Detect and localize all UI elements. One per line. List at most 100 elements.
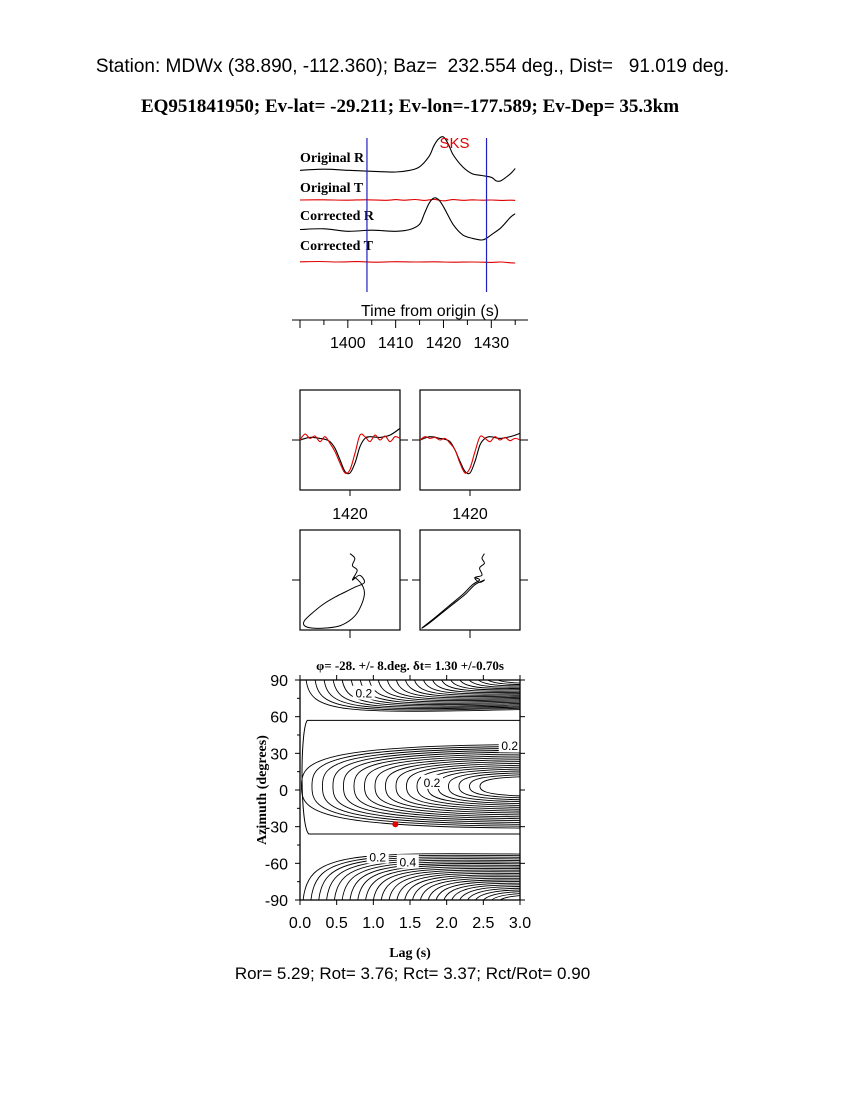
- contour-bottom: [412, 876, 520, 900]
- contour-label: 0.4: [399, 855, 416, 869]
- phase-label: SKS: [439, 135, 469, 152]
- contour-bottom: [373, 867, 520, 900]
- contour-top: [377, 680, 520, 702]
- y-tick-label: -90: [265, 893, 288, 910]
- y-tick-label: -60: [265, 856, 288, 873]
- contour-bottom: [467, 887, 520, 900]
- contour-label-bg: [352, 685, 375, 700]
- contour-top: [332, 680, 520, 708]
- contour-label: 0.2: [369, 850, 386, 864]
- contour-bottom: [451, 884, 520, 900]
- contour-top: [450, 680, 520, 691]
- contour-central: [469, 774, 520, 799]
- x-axis-label: Lag (s): [389, 946, 431, 961]
- contour-central: [343, 751, 520, 821]
- energy-grid-panel: 0.2 0.2 0.2 0.2 0.4 φ= -28. +/- 8.deg. δt= 1.…: [255, 658, 531, 961]
- contour-bottom: [341, 861, 520, 900]
- trace-label-corrected-r: Corrected R: [300, 209, 375, 224]
- x-tick-label: 1420: [332, 506, 368, 523]
- contour-top: [305, 680, 520, 712]
- contour-bottom: [349, 863, 520, 900]
- contour-bottom: [365, 866, 520, 900]
- panel-frame: [419, 389, 521, 491]
- contour-label-bg: [396, 854, 419, 869]
- contour-central: [353, 753, 520, 820]
- particle-motion-after: [412, 529, 528, 638]
- time-tick-label: 1400: [330, 335, 366, 352]
- trace-original-t: [299, 198, 516, 202]
- contour-bottom: [357, 864, 520, 900]
- contour-central: [364, 755, 520, 818]
- contour-bottom: [427, 879, 520, 900]
- contour-central: [458, 772, 520, 801]
- contour-bottom: [310, 854, 520, 900]
- y-tick-label: 60: [270, 710, 288, 727]
- x-tick-label: 1420: [452, 506, 488, 523]
- time-tick-label: 1430: [474, 335, 510, 352]
- contour-central: [448, 770, 520, 803]
- contour-bottom: [475, 889, 520, 900]
- x-tick-label: 3.0: [509, 915, 531, 932]
- contour-label: 0.2: [424, 776, 441, 790]
- contour-label: 0.2: [355, 687, 372, 701]
- contour-bottom: [333, 859, 520, 900]
- contour-central: [395, 761, 520, 812]
- trace-corrected-r: [299, 197, 516, 241]
- x-tick-label: 2.0: [436, 915, 458, 932]
- contour-central: [416, 764, 520, 808]
- contour-top: [487, 680, 520, 685]
- contour-central: [322, 747, 520, 825]
- contour-label: 0.2: [501, 739, 518, 753]
- contour-label-bg: [421, 774, 443, 789]
- best-fit-marker: [392, 821, 399, 828]
- contour-top: [314, 680, 520, 711]
- trace-slow: [419, 435, 521, 474]
- contour-central: [427, 766, 520, 806]
- y-tick-label: -30: [265, 820, 288, 837]
- contour-central: [332, 749, 520, 823]
- x-tick-label: 0.5: [326, 915, 348, 932]
- particle-motion-trace: [303, 553, 366, 629]
- trace-fast: [299, 427, 401, 475]
- waveform-comparison-after: 1420: [412, 389, 528, 523]
- contour-central: [479, 776, 520, 797]
- event-line: EQ951841950; Ev-lat= -29.211; Ev-lon=-17…: [140, 96, 680, 117]
- contour-bottom: [388, 871, 520, 900]
- panel-frame: [299, 389, 401, 491]
- trace-label-original-r: Original R: [300, 151, 365, 166]
- contour-label-bg: [366, 849, 389, 864]
- y-tick-label: 90: [270, 673, 288, 690]
- contour-bottom: [483, 891, 520, 900]
- x-tick-label: 1.0: [362, 915, 384, 932]
- contour-top: [341, 680, 520, 707]
- panel-frame: [299, 529, 401, 631]
- y-tick-label: 0: [279, 783, 288, 800]
- contour-top: [405, 680, 520, 698]
- particle-motion-trace: [421, 553, 485, 629]
- seismogram-panel: Original R Original T Corrected R Corrected…: [292, 135, 528, 352]
- contour-top: [386, 680, 520, 700]
- trace-label-corrected-t: Corrected T: [300, 239, 374, 254]
- contour-bottom: [302, 853, 520, 900]
- contour-top: [414, 680, 520, 696]
- contour-label-bg: [498, 738, 521, 753]
- y-axis-label: Azimuth (degrees): [255, 735, 270, 845]
- y-tick-label: 30: [270, 746, 288, 763]
- contour-top: [323, 680, 520, 710]
- contour-top: [368, 680, 520, 703]
- station-line: Station: MDWx (38.890, -112.360); Baz= 2…: [95, 56, 730, 77]
- contour-bottom: [499, 895, 520, 900]
- contour-bottom: [380, 869, 520, 900]
- contour-top: [395, 680, 520, 699]
- contour-top: [459, 680, 520, 690]
- contour-central: [385, 759, 520, 814]
- contour-bottom: [443, 882, 520, 900]
- x-tick-label: 1.5: [399, 915, 421, 932]
- contour-central: [301, 744, 520, 829]
- contour-top: [468, 680, 520, 688]
- trace-label-original-t: Original T: [300, 181, 364, 196]
- panel-frame: [419, 529, 521, 631]
- trace-corrected-t: [299, 260, 516, 264]
- contour-top: [441, 680, 520, 692]
